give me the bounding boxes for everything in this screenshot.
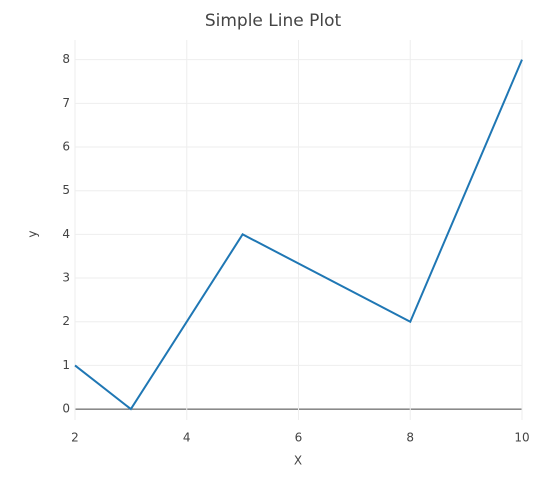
y-tick-label: 8 (62, 52, 70, 66)
x-tick-label: 4 (183, 431, 191, 445)
x-tick-label: 10 (514, 431, 529, 445)
x-tick-label: 2 (71, 431, 79, 445)
y-tick-label: 5 (62, 183, 70, 197)
y-tick-label: 6 (62, 140, 70, 154)
y-tick-label: 3 (62, 271, 70, 285)
y-tick-label: 2 (62, 314, 70, 328)
x-tick-label: 6 (295, 431, 303, 445)
y-tick-label: 1 (62, 358, 70, 372)
y-axis-title: y (26, 230, 40, 237)
x-tick-label: 8 (406, 431, 414, 445)
line (74, 59, 523, 411)
chart-title: Simple Line Plot (205, 11, 342, 31)
y-tick-label: 0 (62, 402, 70, 416)
y-tick-label: 7 (62, 96, 70, 110)
y-tick-label: 4 (62, 227, 70, 241)
x-axis-title: X (294, 454, 302, 468)
